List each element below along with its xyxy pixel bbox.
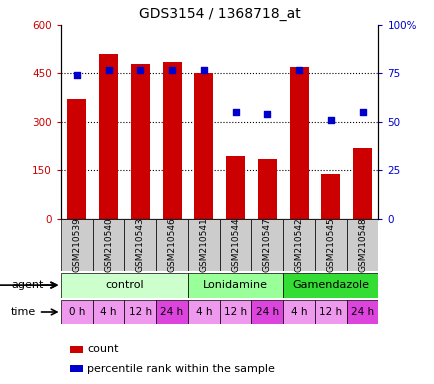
Bar	[314, 300, 346, 324]
Point	[200, 66, 207, 73]
Text: GSM210541: GSM210541	[199, 217, 208, 272]
Text: 12 h: 12 h	[128, 307, 151, 317]
Text: 12 h: 12 h	[319, 307, 342, 317]
Bar	[346, 300, 378, 324]
Text: GSM210546: GSM210546	[167, 217, 176, 272]
Text: time: time	[11, 307, 36, 317]
Text: Lonidamine: Lonidamine	[203, 280, 267, 290]
Bar	[346, 219, 378, 271]
Bar	[92, 300, 124, 324]
Bar	[99, 54, 118, 219]
Text: percentile rank within the sample: percentile rank within the sample	[87, 364, 274, 374]
Point	[105, 66, 112, 73]
Text: GSM210544: GSM210544	[230, 217, 240, 272]
Text: 24 h: 24 h	[160, 307, 183, 317]
Bar	[226, 156, 244, 219]
Text: count: count	[87, 344, 118, 354]
Bar	[61, 219, 92, 271]
Point	[327, 117, 334, 123]
Text: Gamendazole: Gamendazole	[292, 280, 368, 290]
Point	[358, 109, 365, 115]
Bar	[156, 300, 187, 324]
Bar	[283, 219, 314, 271]
Text: 4 h: 4 h	[100, 307, 116, 317]
Text: GSM210545: GSM210545	[326, 217, 335, 272]
Bar	[321, 174, 339, 219]
Text: control: control	[105, 280, 143, 290]
Bar	[352, 148, 371, 219]
Bar	[251, 219, 283, 271]
Point	[295, 66, 302, 73]
Bar	[257, 159, 276, 219]
Bar	[219, 300, 251, 324]
Text: GSM210542: GSM210542	[294, 217, 303, 272]
Bar	[61, 300, 92, 324]
Bar	[194, 73, 213, 219]
Text: 12 h: 12 h	[224, 307, 247, 317]
Bar	[92, 219, 124, 271]
Point	[263, 111, 270, 117]
Bar	[283, 300, 314, 324]
Text: 4 h: 4 h	[290, 307, 306, 317]
Text: GSM210539: GSM210539	[72, 217, 81, 272]
Bar	[187, 300, 219, 324]
Text: GSM210548: GSM210548	[357, 217, 366, 272]
Text: 24 h: 24 h	[255, 307, 278, 317]
Text: GSM210540: GSM210540	[104, 217, 113, 272]
Bar	[124, 219, 156, 271]
Bar	[156, 219, 187, 271]
Title: GDS3154 / 1368718_at: GDS3154 / 1368718_at	[138, 7, 300, 21]
Bar	[124, 300, 156, 324]
Point	[168, 66, 175, 73]
Point	[137, 66, 144, 73]
Bar	[283, 273, 378, 298]
Text: agent: agent	[11, 280, 43, 290]
Bar	[187, 219, 219, 271]
Bar	[162, 62, 181, 219]
Bar	[61, 273, 187, 298]
Text: 24 h: 24 h	[350, 307, 373, 317]
Bar	[219, 219, 251, 271]
Bar	[314, 219, 346, 271]
Point	[73, 72, 80, 78]
Bar	[131, 64, 149, 219]
Text: 0 h: 0 h	[69, 307, 85, 317]
Text: GSM210543: GSM210543	[135, 217, 145, 272]
Bar	[289, 67, 308, 219]
Bar	[187, 273, 283, 298]
Text: GSM210547: GSM210547	[262, 217, 271, 272]
Point	[232, 109, 239, 115]
Bar	[251, 300, 283, 324]
Bar	[67, 99, 86, 219]
Text: 4 h: 4 h	[195, 307, 211, 317]
